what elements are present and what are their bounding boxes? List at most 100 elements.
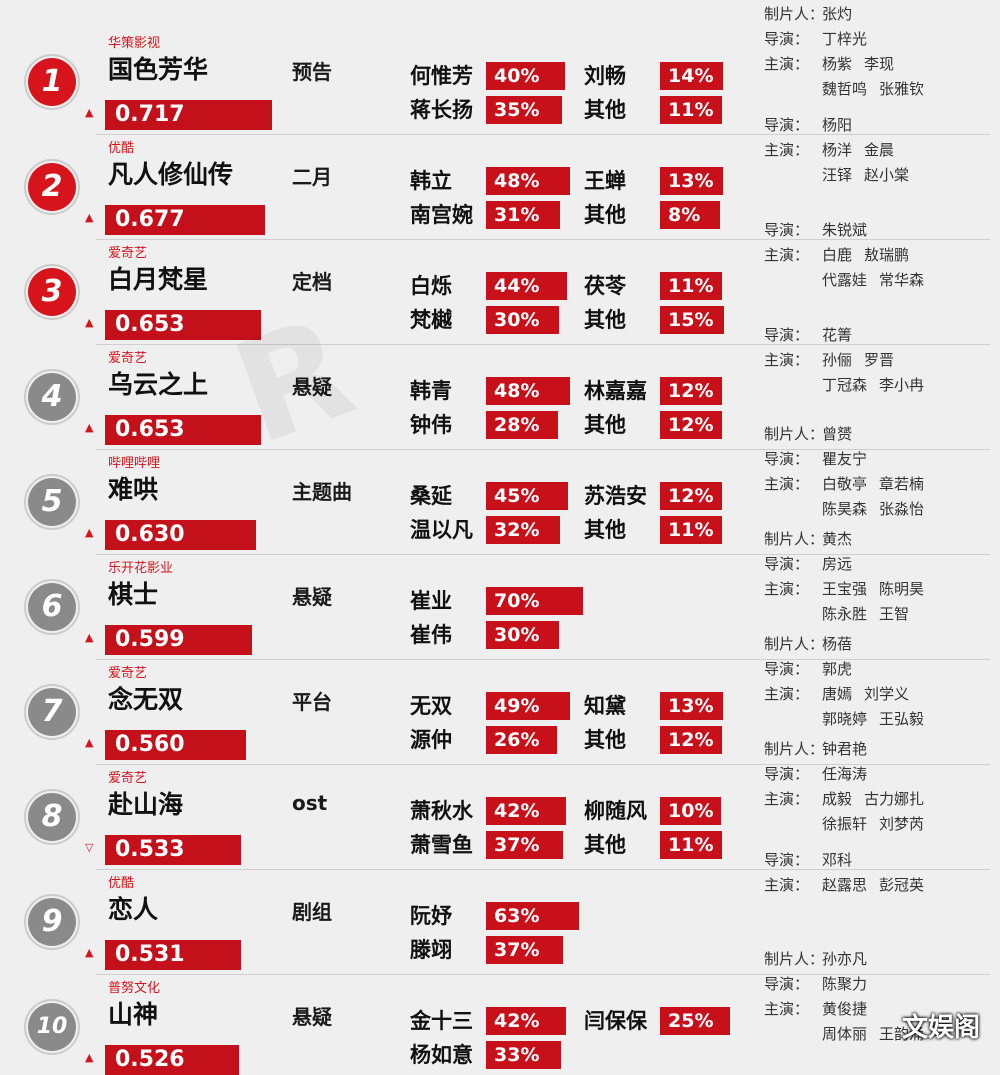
- ranking-row[interactable]: 4 爱奇艺 乌云之上 ▲ 0.653 悬疑 韩青 48% 林嘉嘉 12% 钟伟 28% 其他 12% 导演：…: [0, 326, 1000, 450]
- show-title[interactable]: 凡人修仙传: [108, 160, 234, 189]
- trend-arrow-icon: ▲: [85, 211, 94, 224]
- credit-line: 导演： 任海涛: [764, 762, 924, 787]
- percent-bar: 37%: [486, 936, 563, 964]
- character-name: 其他: [584, 728, 626, 752]
- character-name: 知黛: [584, 694, 626, 718]
- credit-name: 黄杰: [822, 530, 853, 548]
- ranking-row[interactable]: 10 普努文化 山神 ▲ 0.526 悬疑 金十三 42% 闫保保 25% 杨如意 33% 制片人：孙亦…: [0, 950, 1000, 1075]
- platform-label: 哔哩哔哩: [108, 456, 161, 471]
- credit-name: 邓科: [822, 851, 853, 869]
- show-title[interactable]: 难哄: [108, 475, 159, 504]
- trend-arrow-icon: ▲: [85, 316, 94, 329]
- credit-role: 制片人：: [764, 425, 825, 443]
- credit-line: 导演： 邓科: [764, 848, 924, 873]
- percent-bar: 11%: [660, 96, 722, 124]
- credit-name: 唐嫣: [822, 685, 853, 703]
- topic-tag: 二月: [292, 165, 332, 189]
- rank-badge: 10: [28, 1003, 76, 1051]
- credit-name: 陈昊森: [822, 500, 868, 518]
- ranking-row[interactable]: 3 爱奇艺 白月梵星 ▲ 0.653 定档 白烁 44% 茯苓 11% 梵樾 30% 其他 15% 导演： 朱…: [0, 221, 1000, 345]
- credits-block: 导演： 花箐 主演： 孙俪 罗晋 丁冠森 李小冉: [764, 323, 924, 398]
- credit-name: 钟君艳: [822, 740, 868, 758]
- credit-name: 杨阳: [822, 116, 853, 134]
- character-name: 蒋长扬: [410, 98, 473, 122]
- credit-name: 丁冠森: [822, 376, 868, 394]
- credit-name: 瞿友宁: [822, 450, 868, 468]
- percent-bar: 37%: [486, 831, 563, 859]
- rank-ring: [24, 684, 80, 740]
- percent-bar: 11%: [660, 272, 722, 300]
- rank-badge: 7: [28, 688, 76, 736]
- credit-name: 魏哲鸣: [822, 80, 868, 98]
- show-title[interactable]: 乌云之上: [108, 370, 209, 399]
- rank-badge: 4: [28, 373, 76, 421]
- ranking-row[interactable]: 1 华策影视 国色芳华 ▲ 0.717 预告 何惟芳 40% 刘畅 14% 蒋长扬 35% 其他 11% 制…: [0, 5, 1000, 135]
- credit-line: 主演： 成毅 古力娜扎: [764, 787, 924, 812]
- percent-bar: 25%: [660, 1007, 730, 1035]
- credit-role: 导演：: [764, 450, 810, 468]
- percent-bar: 10%: [660, 797, 721, 825]
- credit-name: 杨紫: [822, 55, 853, 73]
- rank-ring: [24, 159, 80, 215]
- rank-badge: 8: [28, 793, 76, 841]
- show-title[interactable]: 恋人: [108, 895, 159, 924]
- credit-name: 任海涛: [822, 765, 868, 783]
- percent-bar: 30%: [486, 306, 559, 334]
- ranking-row[interactable]: 7 爱奇艺 念无双 ▲ 0.560 平台 无双 49% 知黛 13% 源仲 26% 其他 12% 制片人：杨…: [0, 635, 1000, 765]
- score-bar: 0.526: [105, 1045, 239, 1075]
- ranking-row[interactable]: 9 优酷 恋人 ▲ 0.531 剧组 阮妤 63% 滕翊 37% 导演： 邓科 主演： 赵露思 彭冠英: [0, 851, 1000, 975]
- credit-name: 杨蓓: [822, 635, 853, 653]
- show-title[interactable]: 国色芳华: [108, 55, 209, 84]
- character-name: 何惟芳: [410, 64, 473, 88]
- score-bar: 0.599: [105, 625, 252, 655]
- credit-line: 魏哲鸣 张雅钦: [764, 77, 924, 102]
- percent-bar: 12%: [660, 411, 722, 439]
- show-title[interactable]: 念无双: [108, 685, 184, 714]
- show-title[interactable]: 棋士: [108, 580, 159, 609]
- credit-role: 导演：: [764, 975, 810, 993]
- credit-role: 主演：: [764, 351, 810, 369]
- rank-badge: 1: [28, 58, 76, 106]
- platform-label: 乐开花影业: [108, 561, 174, 576]
- character-name: 阮妤: [410, 904, 452, 928]
- credits-block: 制片人：钟君艳 导演： 任海涛 主演： 成毅 古力娜扎 徐振轩 刘梦芮: [764, 737, 924, 837]
- credit-line: 主演： 王宝强 陈明昊: [764, 577, 924, 602]
- ranking-row[interactable]: 8 爱奇艺 赴山海 ▽ 0.533 ost 萧秋水 42% 柳随风 10% 萧雪鱼 37% 其他 11% 制…: [0, 740, 1000, 870]
- percent-bar: 63%: [486, 902, 579, 930]
- credit-name: 白敬亭: [822, 475, 868, 493]
- percent-bar: 26%: [486, 726, 557, 754]
- credit-name: 郭晓婷: [822, 710, 868, 728]
- credit-line: 制片人：杨蓓: [764, 632, 924, 657]
- character-name: 源仲: [410, 728, 452, 752]
- credit-role: 主演：: [764, 1000, 810, 1018]
- percent-bar: 40%: [486, 62, 565, 90]
- credit-line: 主演： 白敬亭 章若楠: [764, 472, 924, 497]
- character-name: 温以凡: [410, 518, 473, 542]
- credit-name: 白鹿: [822, 246, 853, 264]
- ranking-row[interactable]: 5 哔哩哔哩 难哄 ▲ 0.630 主题曲 桑延 45% 苏浩安 12% 温以凡 32% 其他 11% 制片…: [0, 425, 1000, 555]
- percent-bar: 49%: [486, 692, 570, 720]
- character-name: 王蝉: [584, 169, 626, 193]
- credit-line: 制片人：钟君艳: [764, 737, 924, 762]
- show-title[interactable]: 赴山海: [108, 790, 184, 819]
- show-title[interactable]: 山神: [108, 1000, 159, 1029]
- credit-role: 导演：: [764, 30, 810, 48]
- score-bar: 0.533: [105, 835, 241, 865]
- credit-line: 制片人：孙亦凡: [764, 947, 924, 972]
- credit-line: 制片人：张灼: [764, 2, 924, 27]
- credit-name: 朱锐斌: [822, 221, 868, 239]
- percent-bar: 14%: [660, 62, 723, 90]
- credit-line: 导演： 花箐: [764, 323, 924, 348]
- ranking-row[interactable]: 6 乐开花影业 棋士 ▲ 0.599 悬疑 崔业 70% 崔伟 30% 制片人：黄杰 导演： 房远 主演：…: [0, 530, 1000, 660]
- percent-bar: 28%: [486, 411, 558, 439]
- character-name: 其他: [584, 518, 626, 542]
- character-name: 韩青: [410, 379, 452, 403]
- score-bar: 0.717: [105, 100, 272, 130]
- show-title[interactable]: 白月梵星: [108, 265, 209, 294]
- credit-line: 主演： 赵露思 彭冠英: [764, 873, 924, 898]
- percent-bar: 15%: [660, 306, 724, 334]
- credit-name: 房远: [822, 555, 853, 573]
- ranking-row[interactable]: 2 优酷 凡人修仙传 ▲ 0.677 二月 韩立 48% 王蝉 13% 南宫婉 31% 其他 8% 导演： 杨…: [0, 116, 1000, 240]
- credit-name: 金晨: [864, 141, 895, 159]
- platform-label: 优酷: [108, 876, 135, 891]
